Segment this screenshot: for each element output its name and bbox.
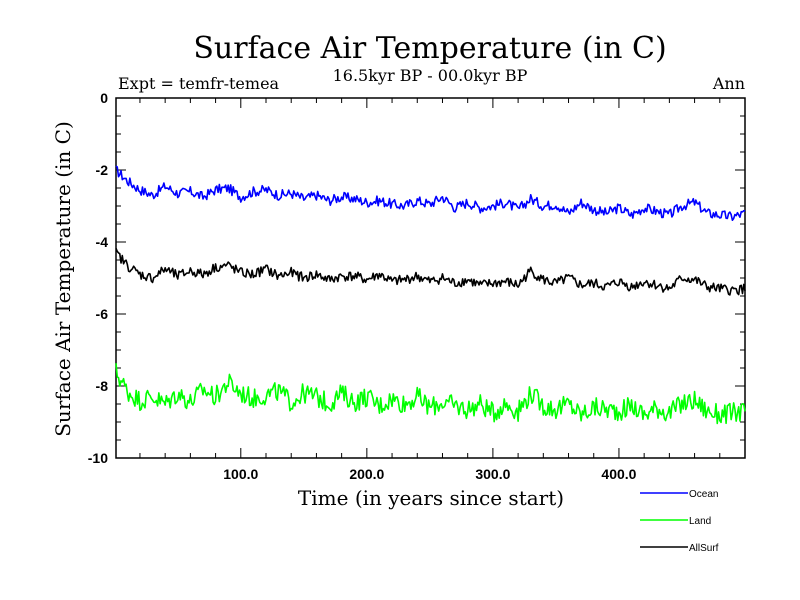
x-tick-label: 200.0 <box>349 466 384 482</box>
x-axis-label: Time (in years since start) <box>298 486 564 510</box>
y-tick-label: 0 <box>100 90 108 106</box>
series-line-land <box>115 363 746 425</box>
x-tick-label: 300.0 <box>475 466 510 482</box>
series-line-ocean <box>115 165 746 222</box>
plot-frame <box>115 97 746 459</box>
legend-label-allsurf: AllSurf <box>689 543 719 554</box>
expt-label: Expt = temfr-temea <box>118 74 280 93</box>
legend-label-land: Land <box>689 516 711 527</box>
y-tick-label: -2 <box>96 162 109 178</box>
y-tick-label: -8 <box>96 378 109 394</box>
y-tick-label: -4 <box>96 234 109 250</box>
chart-title: Surface Air Temperature (in C) <box>193 31 666 66</box>
season-label: Ann <box>712 74 745 93</box>
plot-area: 0 -2 -4 -6 -8 -10 100.0 200.0 300.0 400.0 <box>88 90 746 482</box>
y-axis-label: Surface Air Temperature (in C) <box>51 121 75 437</box>
x-tick-label: 100.0 <box>223 466 258 482</box>
series-line-allsurf <box>115 248 746 296</box>
x-tick-label: 400.0 <box>601 466 636 482</box>
y-tick-label: -10 <box>88 450 108 466</box>
legend: Ocean Land AllSurf <box>640 489 719 554</box>
chart-subtitle: 16.5kyr BP - 00.0kyr BP <box>333 66 528 85</box>
y-tick-label: -6 <box>96 306 109 322</box>
legend-label-ocean: Ocean <box>689 489 718 500</box>
